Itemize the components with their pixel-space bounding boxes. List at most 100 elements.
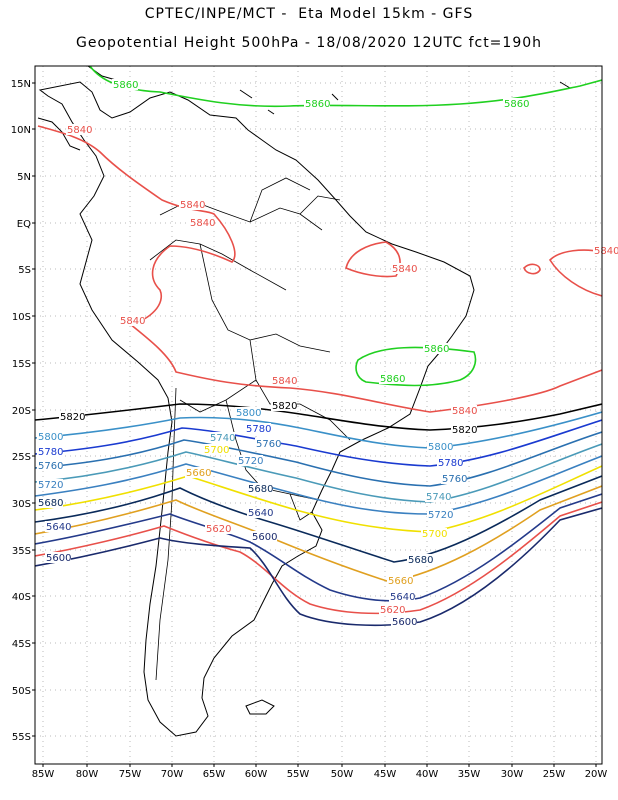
contour-label-bg	[379, 373, 405, 384]
contour-5840-atlantic	[548, 249, 602, 297]
contour-label-bg	[37, 446, 63, 457]
contour-5780	[35, 419, 602, 467]
lon-tick-label: 55W	[287, 769, 310, 780]
lat-tick-label: 15N	[11, 79, 31, 90]
contour-label-bg	[209, 432, 235, 443]
contour-label-bg	[237, 455, 263, 466]
contour-label-5620: 5620	[206, 524, 231, 535]
contour-label-bg	[189, 217, 215, 228]
contour-label-bg	[271, 375, 297, 386]
contour-label-5680: 5680	[38, 498, 63, 509]
contour-label-bg	[45, 552, 71, 563]
contour-label-bg	[451, 405, 477, 416]
contour-label-5760: 5760	[38, 461, 63, 472]
contour-label-5740: 5740	[426, 492, 451, 503]
map-frame	[34, 65, 603, 765]
contour-label-bg	[423, 343, 449, 354]
contour-5800	[35, 411, 602, 449]
contour-5820	[35, 403, 602, 431]
contour-label-5720: 5720	[38, 480, 63, 491]
contour-label-5840: 5840	[190, 218, 215, 229]
contour-label-bg	[593, 245, 618, 256]
contour-label-bg	[255, 438, 281, 449]
contour-label-bg	[112, 79, 138, 90]
contour-label-5760: 5760	[256, 439, 281, 450]
contour-label-5700: 5700	[204, 445, 229, 456]
contour-label-5600: 5600	[46, 553, 71, 564]
contour-label-bg	[379, 604, 405, 615]
contour-label-bg	[37, 431, 63, 442]
contour-label-5620: 5620	[380, 605, 405, 616]
contour-label-bg	[437, 457, 463, 468]
contour-5600	[35, 507, 602, 627]
lon-tick-label: 75W	[119, 769, 142, 780]
lon-tick-label: 50W	[331, 769, 354, 780]
lat-tick-label: 10N	[11, 125, 31, 136]
lat-tick-label: 50S	[12, 686, 31, 697]
contour-label-bg	[407, 554, 433, 565]
contour-5840-small	[523, 263, 541, 275]
contour-label-5820: 5820	[452, 425, 477, 436]
contour-label-5680: 5680	[408, 555, 433, 566]
contour-label-bg	[45, 521, 71, 532]
contour-label-5840: 5840	[452, 406, 477, 417]
contour-label-5860: 5860	[424, 344, 449, 355]
contour-label-bg	[37, 479, 63, 490]
lat-tick-label: 25S	[12, 452, 31, 463]
lat-tick-label: 30S	[12, 499, 31, 510]
contour-5680	[35, 475, 602, 563]
contour-label-5720: 5720	[238, 456, 263, 467]
caribbean-islands	[239, 81, 571, 115]
contour-label-bg	[451, 424, 477, 435]
contour-label-5780: 5780	[38, 447, 63, 458]
lon-tick-label: 70W	[161, 769, 184, 780]
contour-5700	[35, 465, 602, 533]
contour-label-bg	[37, 460, 63, 471]
lon-tick-label: 30W	[501, 769, 524, 780]
contour-label-5640: 5640	[46, 522, 71, 533]
lat-tick-label: 10S	[12, 312, 31, 323]
contour-label-5800: 5800	[236, 408, 261, 419]
contour-label-bg	[235, 407, 261, 418]
contour-label-5760: 5760	[442, 474, 467, 485]
contour-label-5840: 5840	[180, 200, 205, 211]
contour-label-5780: 5780	[438, 458, 463, 469]
contour-label-5860: 5860	[113, 80, 138, 91]
contour-label-bg	[427, 509, 453, 520]
contour-5640	[35, 493, 602, 602]
contour-label-5860: 5860	[305, 99, 330, 110]
contour-label-5600: 5600	[392, 617, 417, 628]
contour-labels: 5860 5860 5860 5860 5860 5840 5840 5840 5840 5840…	[37, 79, 618, 628]
contour-label-5820: 5820	[272, 401, 297, 412]
contour-label-5660: 5660	[186, 468, 211, 479]
lon-tick-label: 25W	[543, 769, 566, 780]
contour-label-bg	[271, 400, 297, 411]
contour-label-bg	[427, 441, 453, 452]
contour-label-5800: 5800	[38, 432, 63, 443]
contour-label-bg	[179, 199, 205, 210]
contour-label-5840: 5840	[392, 264, 417, 275]
falklands-outline	[245, 699, 275, 715]
lat-tick-label: 40S	[12, 592, 31, 603]
contour-label-bg	[304, 98, 330, 109]
contour-label-bg	[247, 507, 273, 518]
contour-label-5840: 5840	[594, 246, 618, 257]
contour-label-5820: 5820	[60, 412, 85, 423]
contour-label-5780: 5780	[246, 424, 271, 435]
contour-label-bg	[245, 423, 271, 434]
contour-label-bg	[503, 98, 529, 109]
contour-5620	[35, 501, 602, 615]
contour-label-5740: 5740	[210, 433, 235, 444]
contour-label-bg	[387, 575, 413, 586]
contour-label-bg	[441, 473, 467, 484]
lat-tick-label: EQ	[17, 219, 31, 230]
contour-label-bg	[251, 531, 277, 542]
contour-label-5700: 5700	[422, 529, 447, 540]
contour-label-5720: 5720	[428, 510, 453, 521]
contour-label-5600: 5600	[252, 532, 277, 543]
contour-5720	[35, 455, 602, 515]
lon-tick-label: 65W	[203, 769, 226, 780]
axis-ticks: 15N 10N 5N EQ 5S 10S 15S 20S 25S 30S 35S 40S 45S 50S 5…	[11, 79, 608, 780]
contour-label-5860: 5860	[380, 374, 405, 385]
